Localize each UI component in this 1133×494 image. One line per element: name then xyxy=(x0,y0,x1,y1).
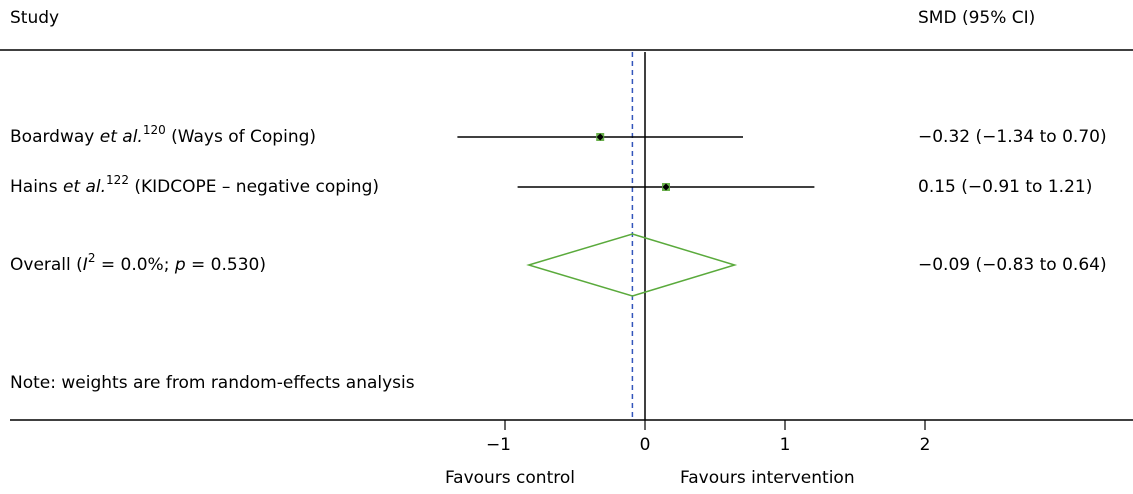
overall-label-part: = 0.0%; xyxy=(95,255,174,275)
x-tick-label: −1 xyxy=(486,435,511,455)
study-label: Hains et al.122 (KIDCOPE – negative copi… xyxy=(10,173,379,198)
point-estimate xyxy=(662,183,670,191)
x-tick-label: 1 xyxy=(780,435,791,455)
overall-label-part: Overall ( xyxy=(10,255,83,275)
x-tick-label: 2 xyxy=(920,435,931,455)
study-label-part: 120 xyxy=(143,123,166,137)
study-label-part: Hains xyxy=(10,177,58,197)
x-tick-label: 0 xyxy=(640,435,651,455)
overall-label-part: I xyxy=(83,255,88,275)
pooled-diamond xyxy=(526,233,738,297)
overall-label-part: p xyxy=(174,255,186,275)
effect-label: −0.09 (−0.83 to 0.64) xyxy=(918,255,1107,275)
study-label-part: Boardway xyxy=(10,127,94,147)
effect-label: 0.15 (−0.91 to 1.21) xyxy=(918,177,1092,197)
study-label-part: et al. xyxy=(94,127,142,147)
study-label: Boardway et al.120 (Ways of Coping) xyxy=(10,123,316,148)
x-label-right: Favours intervention xyxy=(680,468,855,488)
point-estimate xyxy=(596,133,604,141)
study-label-part: 122 xyxy=(106,173,129,187)
header-study: Study xyxy=(10,8,59,28)
study-label-part: (KIDCOPE – negative coping) xyxy=(129,177,379,197)
header-effect: SMD (95% CI) xyxy=(918,8,1035,28)
study-label-part: (Ways of Coping) xyxy=(166,127,316,147)
overall-label: Overall (I2 = 0.0%; p = 0.530) xyxy=(10,251,266,276)
study-label-part: et al. xyxy=(58,177,106,197)
effect-label: −0.32 (−1.34 to 0.70) xyxy=(918,127,1107,147)
overall-label-part: = 0.530) xyxy=(186,255,266,275)
x-label-left: Favours control xyxy=(445,468,575,488)
overall-label-part: 2 xyxy=(88,251,96,265)
note: Note: weights are from random-effects an… xyxy=(10,373,415,393)
